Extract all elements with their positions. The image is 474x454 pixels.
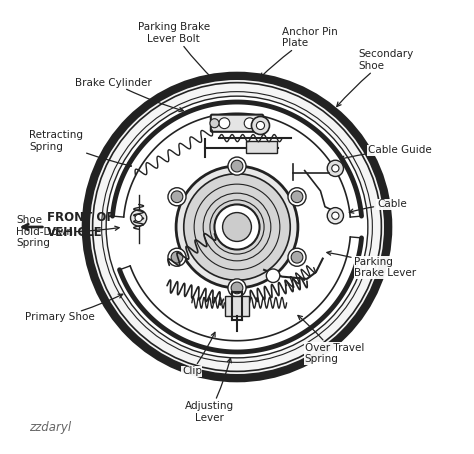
Circle shape — [231, 282, 243, 294]
Circle shape — [223, 212, 251, 242]
Text: Over Travel
Spring: Over Travel Spring — [298, 316, 364, 364]
Circle shape — [332, 165, 339, 172]
FancyBboxPatch shape — [225, 296, 249, 316]
Circle shape — [228, 279, 246, 297]
Text: Cable Guide: Cable Guide — [340, 145, 432, 160]
Circle shape — [327, 160, 344, 177]
Circle shape — [256, 121, 264, 129]
Text: Parking
Brake Lever: Parking Brake Lever — [327, 251, 417, 278]
Text: Shoe
Hold-Down
Spring: Shoe Hold-Down Spring — [16, 215, 119, 248]
Text: Anchor Pin
Plate: Anchor Pin Plate — [260, 27, 338, 78]
Circle shape — [288, 188, 306, 206]
Circle shape — [168, 248, 186, 266]
Circle shape — [332, 212, 339, 219]
Circle shape — [171, 252, 183, 263]
Text: Parking Brake
Lever Bolt: Parking Brake Lever Bolt — [138, 22, 214, 80]
Text: zzdaryl: zzdaryl — [29, 421, 72, 434]
Text: Retracting
Spring: Retracting Spring — [29, 130, 131, 167]
Circle shape — [291, 191, 303, 202]
Circle shape — [135, 214, 142, 222]
Text: FRONT OF
VEHICLE: FRONT OF VEHICLE — [46, 211, 114, 239]
Circle shape — [327, 207, 344, 224]
Circle shape — [244, 118, 255, 128]
Circle shape — [288, 248, 306, 266]
Circle shape — [291, 252, 303, 263]
Circle shape — [251, 116, 270, 134]
Circle shape — [184, 174, 290, 280]
Circle shape — [168, 188, 186, 206]
Text: Primary Shoe: Primary Shoe — [25, 294, 123, 322]
Circle shape — [214, 204, 260, 250]
Circle shape — [86, 76, 388, 378]
Text: Secondary
Shoe: Secondary Shoe — [337, 49, 414, 107]
Text: Cable: Cable — [349, 199, 407, 213]
Circle shape — [266, 269, 280, 282]
Circle shape — [231, 160, 243, 172]
Text: Clip: Clip — [182, 332, 215, 376]
Circle shape — [171, 191, 183, 202]
FancyBboxPatch shape — [246, 141, 277, 153]
Circle shape — [210, 118, 219, 128]
Text: Brake Cylinder: Brake Cylinder — [74, 78, 183, 112]
Circle shape — [228, 157, 246, 175]
Circle shape — [176, 166, 298, 288]
Circle shape — [255, 118, 264, 128]
FancyBboxPatch shape — [211, 115, 263, 132]
Circle shape — [130, 210, 147, 226]
Circle shape — [219, 118, 230, 128]
Circle shape — [106, 96, 368, 358]
Text: Adjusting
Lever: Adjusting Lever — [185, 358, 235, 423]
